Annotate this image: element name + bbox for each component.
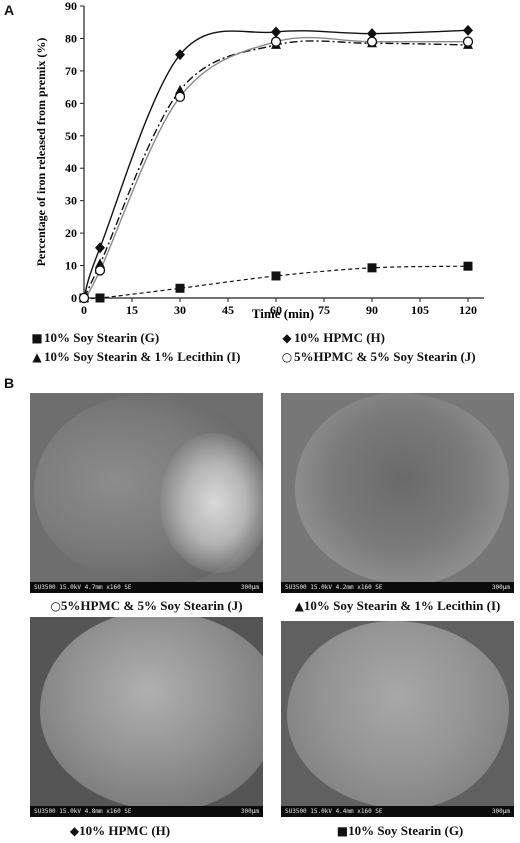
square-marker bbox=[95, 293, 105, 303]
circle-marker bbox=[270, 36, 282, 47]
sem-caption-g: ■10% Soy Stearin (G) bbox=[336, 823, 464, 838]
diamond-marker bbox=[175, 49, 185, 61]
x-tick-label: 45 bbox=[222, 303, 234, 317]
diamond-marker bbox=[95, 242, 105, 254]
panel-label-b: B bbox=[4, 375, 15, 391]
sem-caption-i: ▲10% Soy Stearin & 1% Lecithin (I) bbox=[294, 598, 501, 613]
series-markers bbox=[78, 24, 474, 304]
y-tick-label: 20 bbox=[65, 226, 77, 240]
legend-label: 10% Soy Stearin & 1% Lecithin (I) bbox=[44, 349, 241, 364]
series-line-1 bbox=[83, 29, 469, 299]
diamond-icon: ◆ bbox=[69, 824, 80, 838]
legend-item-h: ◆ 10% HPMC (H) bbox=[280, 330, 385, 346]
y-tick-label: 50 bbox=[65, 129, 77, 143]
legend-label: 10% Soy Stearin (G) bbox=[44, 330, 160, 345]
sem-caption-h: ◆10% HPMC (H) bbox=[69, 823, 171, 838]
x-tick-label: 75 bbox=[318, 303, 330, 317]
legend-label: 10% HPMC (H) bbox=[294, 330, 385, 345]
series-lines bbox=[83, 29, 469, 300]
x-tick-label: 30 bbox=[174, 303, 186, 317]
legend-label: 5%HPMC & 5% Soy Stearin (J) bbox=[294, 349, 476, 364]
series-line-3 bbox=[83, 36, 469, 299]
sem-info-bar: SU3500 15.0kV 4.2mm x160 SE 300μm bbox=[281, 582, 514, 593]
x-tick-label: 105 bbox=[411, 303, 429, 317]
circle-marker bbox=[366, 36, 378, 47]
circle-icon: ○ bbox=[281, 350, 293, 364]
x-tick-label: 90 bbox=[366, 303, 378, 317]
circle-icon: ○ bbox=[50, 599, 61, 613]
y-ticks: 0 10 20 30 40 50 60 70 80 90 bbox=[65, 0, 84, 305]
diamond-icon: ◆ bbox=[282, 331, 292, 345]
circle-marker bbox=[78, 292, 90, 304]
sem-image-i: SU3500 15.0kV 4.2mm x160 SE 300μm bbox=[281, 393, 514, 593]
circle-marker bbox=[174, 91, 186, 102]
sem-image-h: SU3500 15.0kV 4.8mm x160 SE 300μm bbox=[30, 617, 263, 817]
sem-image-g: SU3500 15.0kV 4.4mm x160 SE 300μm bbox=[281, 621, 514, 817]
square-icon: ■ bbox=[31, 331, 43, 345]
x-axis-label: Time (min) bbox=[252, 306, 314, 321]
sem-image-j: SU3500 15.0kV 4.7mm x160 SE 300μm bbox=[30, 393, 263, 593]
diamond-marker bbox=[367, 28, 377, 40]
triangle-marker bbox=[175, 84, 185, 95]
sem-info-bar: SU3500 15.0kV 4.7mm x160 SE 300μm bbox=[30, 582, 263, 593]
chart-axes bbox=[83, 6, 484, 299]
triangle-icon: ▲ bbox=[32, 350, 42, 364]
diamond-marker bbox=[463, 24, 473, 36]
x-tick-label: 15 bbox=[126, 303, 138, 317]
series-line-0 bbox=[83, 265, 469, 300]
circle-marker bbox=[94, 265, 106, 276]
y-tick-label: 10 bbox=[65, 259, 77, 273]
legend-item-j: ○ 5%HPMC & 5% Soy Stearin (J) bbox=[280, 349, 476, 365]
y-tick-label: 0 bbox=[71, 291, 77, 305]
x-tick-label: 0 bbox=[81, 303, 87, 317]
y-tick-label: 70 bbox=[65, 64, 77, 78]
square-marker bbox=[175, 283, 185, 293]
legend-item-i: ▲ 10% Soy Stearin & 1% Lecithin (I) bbox=[30, 349, 240, 365]
square-marker bbox=[463, 261, 473, 271]
triangle-icon: ▲ bbox=[294, 599, 304, 613]
square-icon: ■ bbox=[336, 824, 349, 838]
sem-info-bar: SU3500 15.0kV 4.4mm x160 SE 300μm bbox=[281, 806, 514, 817]
y-tick-label: 30 bbox=[65, 194, 77, 208]
x-tick-label: 120 bbox=[459, 303, 477, 317]
y-tick-label: 60 bbox=[65, 96, 77, 110]
legend-item-g: ■10% Soy Stearin (G) bbox=[30, 330, 159, 346]
y-tick-label: 40 bbox=[65, 161, 77, 175]
square-marker bbox=[271, 271, 281, 281]
sem-info-bar: SU3500 15.0kV 4.8mm x160 SE 300μm bbox=[30, 806, 263, 817]
diamond-marker bbox=[271, 26, 281, 38]
circle-marker bbox=[462, 36, 474, 47]
x-tick-label: 60 bbox=[270, 303, 282, 317]
sem-caption-j: ○5%HPMC & 5% Soy Stearin (J) bbox=[50, 598, 243, 613]
triangle-marker bbox=[95, 258, 105, 268]
square-marker bbox=[367, 263, 377, 273]
panel-label-a: A bbox=[4, 2, 15, 18]
y-tick-label: 80 bbox=[65, 31, 77, 45]
y-tick-label: 90 bbox=[65, 0, 77, 13]
y-axis-label: Percentage of iron released from premix … bbox=[34, 38, 48, 267]
